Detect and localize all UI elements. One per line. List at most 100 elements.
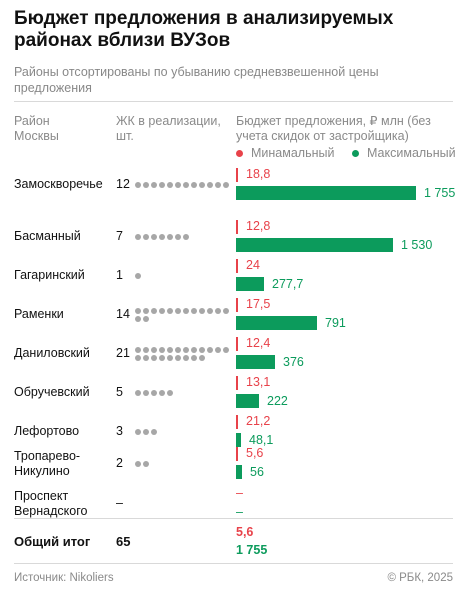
- total-min-value: 5,6: [236, 525, 254, 539]
- complex-dot: [183, 234, 189, 240]
- max-value: 791: [325, 316, 346, 330]
- min-value: 21,2: [246, 414, 271, 428]
- row-count: 21: [116, 346, 130, 360]
- complex-dot: [135, 347, 141, 353]
- row-count: 5: [116, 385, 123, 399]
- complex-dot: [175, 182, 181, 188]
- max-bar: [236, 316, 317, 330]
- max-value: 48,1: [249, 433, 274, 447]
- min-tick: [236, 259, 238, 273]
- row-name: Тропарево-Никулино: [14, 449, 81, 478]
- row-count: 7: [116, 229, 123, 243]
- min-value: –: [236, 486, 243, 500]
- complex-dot: [199, 182, 205, 188]
- complex-dot: [183, 308, 189, 314]
- complex-dot: [159, 347, 165, 353]
- complex-dot: [159, 182, 165, 188]
- complex-dots: [135, 272, 231, 280]
- complex-dot: [191, 182, 197, 188]
- max-bar: [236, 394, 259, 408]
- complex-dot: [135, 182, 141, 188]
- max-value: 222: [267, 394, 288, 408]
- row-name: Басманный: [14, 229, 81, 243]
- complex-dot: [135, 461, 141, 467]
- row-count: 1: [116, 268, 123, 282]
- max-bar: [236, 465, 242, 479]
- legend-min: Минамальный: [236, 146, 334, 160]
- header-complexes: ЖК в реализации, шт.: [116, 114, 221, 143]
- complex-dot: [199, 308, 205, 314]
- min-tick: [236, 447, 238, 461]
- min-value: 17,5: [246, 297, 271, 311]
- complex-dots: [135, 307, 231, 323]
- complex-dot: [167, 308, 173, 314]
- max-bar: [236, 238, 393, 252]
- header-district: Район Москвы: [14, 114, 59, 143]
- complex-dot: [135, 355, 141, 361]
- row-count: 12: [116, 177, 130, 191]
- complex-dot: [143, 390, 149, 396]
- min-tick: [236, 168, 238, 182]
- min-tick: [236, 337, 238, 351]
- min-value: 5,6: [246, 446, 264, 460]
- complex-dot: [151, 234, 157, 240]
- min-tick: [236, 220, 238, 234]
- complex-dot: [215, 347, 221, 353]
- complex-dot: [223, 308, 229, 314]
- complex-dots: [135, 389, 231, 397]
- complex-dot: [183, 182, 189, 188]
- max-bar: [236, 355, 275, 369]
- max-value: 56: [250, 465, 264, 479]
- complex-dot: [199, 347, 205, 353]
- complex-dot: [135, 273, 141, 279]
- max-value: –: [236, 505, 243, 519]
- complex-dot: [207, 182, 213, 188]
- complex-dot: [143, 234, 149, 240]
- complex-dot: [183, 355, 189, 361]
- complex-dot: [175, 355, 181, 361]
- complex-dots: [135, 346, 231, 362]
- complex-dot: [183, 347, 189, 353]
- complex-dot: [167, 390, 173, 396]
- complex-dot: [143, 461, 149, 467]
- complex-dot: [199, 355, 205, 361]
- max-bar: [236, 433, 241, 447]
- complex-dot: [143, 308, 149, 314]
- row-name: Гагаринский: [14, 268, 85, 282]
- total-divider: [14, 518, 453, 519]
- chart-subtitle: Районы отсортированы по убыванию среднев…: [14, 65, 379, 95]
- complex-dot: [159, 390, 165, 396]
- footer-source: Источник: Nikoliers: [14, 572, 114, 584]
- complex-dot: [151, 308, 157, 314]
- min-tick: [236, 376, 238, 390]
- complex-dot: [135, 429, 141, 435]
- row-name: Лефортово: [14, 424, 80, 438]
- complex-dot: [151, 182, 157, 188]
- footer-divider: [14, 563, 453, 564]
- complex-dot: [151, 429, 157, 435]
- max-bar: [236, 277, 264, 291]
- min-value: 13,1: [246, 375, 271, 389]
- complex-dot: [223, 182, 229, 188]
- min-tick: [236, 415, 238, 429]
- total-max-value: 1 755: [236, 543, 268, 557]
- complex-dot: [191, 308, 197, 314]
- complex-dot: [175, 347, 181, 353]
- row-count: 2: [116, 456, 123, 470]
- legend-max-label: Максимальный: [367, 146, 456, 160]
- row-count: 14: [116, 307, 130, 321]
- min-value: 24: [246, 258, 260, 272]
- max-value: 1 530: [401, 238, 433, 252]
- complex-dot: [151, 390, 157, 396]
- legend-max: Максимальный: [352, 146, 456, 160]
- complex-dot: [223, 347, 229, 353]
- complex-dot: [151, 347, 157, 353]
- complex-dot: [167, 234, 173, 240]
- total-label: Общий итог: [14, 534, 91, 549]
- row-count: –: [116, 496, 123, 510]
- max-bar: [236, 186, 416, 200]
- complex-dot: [143, 429, 149, 435]
- complex-dot: [143, 182, 149, 188]
- row-name: Проспект Вернадского: [14, 489, 88, 518]
- complex-dot: [167, 355, 173, 361]
